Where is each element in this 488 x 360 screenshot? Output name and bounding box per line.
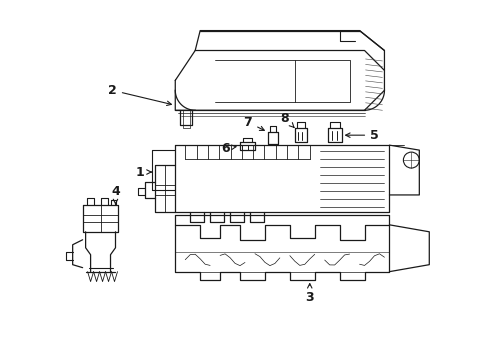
Text: 7: 7 bbox=[243, 116, 264, 130]
Text: 3: 3 bbox=[305, 284, 313, 304]
Text: 8: 8 bbox=[280, 112, 293, 127]
Text: 2: 2 bbox=[108, 84, 171, 105]
Text: 1: 1 bbox=[136, 166, 151, 179]
Text: 5: 5 bbox=[345, 129, 378, 142]
Text: 6: 6 bbox=[220, 141, 236, 155]
Text: 4: 4 bbox=[111, 185, 120, 204]
